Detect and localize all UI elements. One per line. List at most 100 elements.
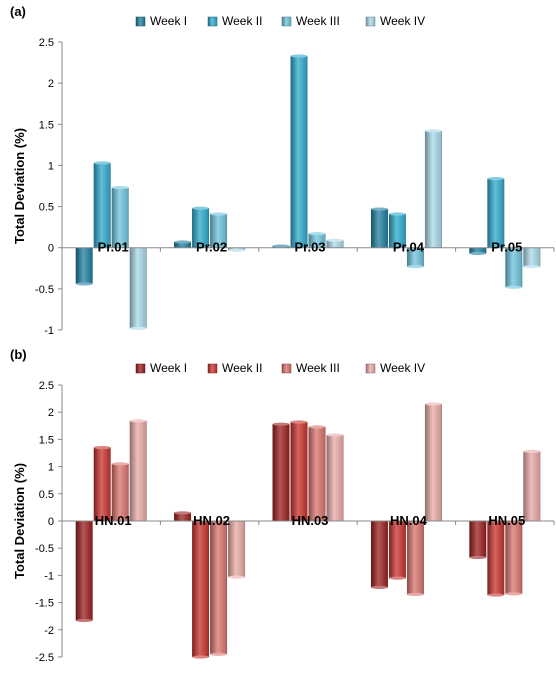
bar xyxy=(406,520,424,595)
legend-swatch xyxy=(365,16,376,27)
legend-item: Week IV xyxy=(365,361,425,375)
y-tick-label: -1.5 xyxy=(35,598,54,610)
bar-cap xyxy=(272,422,290,426)
legend-label: Week I xyxy=(150,361,187,375)
bar-cap xyxy=(174,511,191,515)
bar-cap xyxy=(111,462,129,466)
legend-item: Week I xyxy=(135,14,187,28)
bar xyxy=(111,187,129,248)
legend-item: Week I xyxy=(135,361,187,375)
bar xyxy=(505,520,523,595)
bar-cap xyxy=(487,176,505,181)
bar xyxy=(388,520,406,579)
bar xyxy=(523,247,541,267)
legend-label: Week I xyxy=(150,14,187,28)
y-tick-label: 2 xyxy=(48,78,54,90)
bar-cap xyxy=(371,207,388,211)
x-tick-label: Pr.05 xyxy=(491,240,522,255)
bar-cap xyxy=(228,248,245,252)
bar xyxy=(326,434,344,522)
bar-cap xyxy=(192,655,209,659)
y-tick-label: -2.5 xyxy=(35,652,54,664)
bar-cap xyxy=(93,161,111,165)
legend-swatch xyxy=(281,16,292,27)
bar xyxy=(469,520,487,558)
y-tick-label: 1 xyxy=(48,462,54,474)
legend-label: Week III xyxy=(296,14,340,28)
y-tick-label: -0.5 xyxy=(35,543,54,555)
legend-swatch xyxy=(281,363,292,374)
bar-cap xyxy=(407,592,424,597)
bar-cap xyxy=(290,420,308,424)
bar-cap xyxy=(290,54,308,58)
bar-cap xyxy=(228,575,245,579)
bar-cap xyxy=(407,265,424,269)
legend-label: Week II xyxy=(222,14,262,28)
x-tick-label: Pr.01 xyxy=(98,240,129,255)
bar xyxy=(129,247,147,329)
bar xyxy=(75,247,93,285)
bar-cap xyxy=(371,585,388,589)
y-tick-label: 1 xyxy=(48,160,54,172)
y-tick-label: -1 xyxy=(44,570,54,582)
bar xyxy=(290,55,308,248)
bar-cap xyxy=(425,129,442,133)
bar xyxy=(424,403,442,522)
bar xyxy=(93,162,111,248)
x-tick-label: HN.05 xyxy=(488,513,525,528)
bar-cap xyxy=(192,206,209,210)
panel-label: (a) xyxy=(10,4,26,19)
bar xyxy=(272,423,290,522)
bar-cap xyxy=(75,618,93,623)
bar xyxy=(192,520,210,658)
bar-cap xyxy=(129,326,147,330)
bar xyxy=(487,520,505,596)
bar-cap xyxy=(505,285,523,289)
bar-cap xyxy=(326,433,344,437)
legend-swatch xyxy=(135,16,146,27)
x-tick-label: Pr.04 xyxy=(393,240,425,255)
bar-cap xyxy=(425,402,442,406)
bar-cap xyxy=(210,212,227,216)
legend-item: Week IV xyxy=(365,14,425,28)
legend-item: Week III xyxy=(281,361,340,375)
chart-panel-a: (a) Week I Week II Week III Week IV -1 -0.5 0 0.… xyxy=(10,4,555,337)
y-axis-label: Total Deviation (%) xyxy=(12,128,27,244)
bar-cap xyxy=(389,212,406,216)
legend-swatch xyxy=(365,363,376,374)
bar-cap xyxy=(308,425,326,429)
y-tick-label: 0 xyxy=(48,243,54,255)
bar-cap xyxy=(469,555,487,560)
bar-cap xyxy=(272,244,290,248)
bar-cap xyxy=(93,445,111,450)
x-tick-label: Pr.03 xyxy=(294,240,325,255)
bar-cap xyxy=(174,240,191,244)
bar-cap xyxy=(111,186,129,190)
y-tick-label: -2 xyxy=(44,625,54,637)
bar xyxy=(290,421,308,522)
y-tick-label: -0.5 xyxy=(35,284,54,296)
bar xyxy=(228,520,246,578)
bar xyxy=(370,208,388,248)
bar-cap xyxy=(326,238,344,242)
x-tick-label: HN.04 xyxy=(390,513,428,528)
y-tick-label: 0.5 xyxy=(39,489,54,501)
bar-cap xyxy=(487,593,505,597)
y-tick-label: 2.5 xyxy=(39,37,54,49)
x-tick-label: HN.01 xyxy=(95,513,132,528)
legend-swatch xyxy=(207,363,218,374)
y-tick-label: 0.5 xyxy=(39,202,54,214)
bar-cap xyxy=(389,576,406,580)
bar xyxy=(523,451,541,522)
y-tick-label: 1.5 xyxy=(39,434,54,446)
bar-cap xyxy=(505,592,523,596)
y-tick-label: 1.5 xyxy=(39,119,54,131)
bar xyxy=(210,520,228,655)
y-tick-label: 0 xyxy=(48,516,54,528)
legend-item: Week II xyxy=(207,14,262,28)
x-tick-label: HN.03 xyxy=(292,513,329,528)
panel-label: (b) xyxy=(10,347,27,362)
legend-label: Week II xyxy=(222,361,262,375)
legend-item: Week III xyxy=(281,14,340,28)
